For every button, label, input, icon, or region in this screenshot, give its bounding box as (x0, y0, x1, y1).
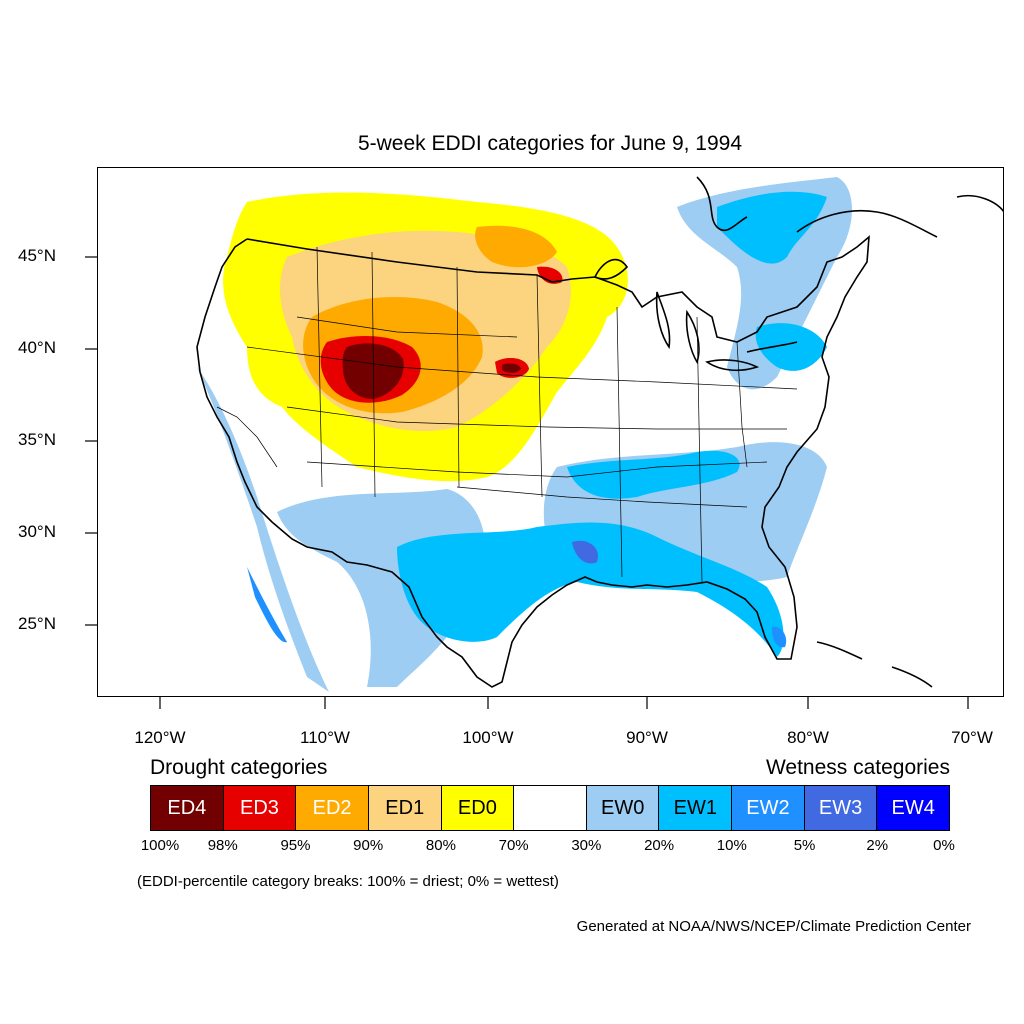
legend-cell-ed3: ED3 (223, 786, 297, 830)
ew0-west-coast (197, 367, 329, 692)
lon-label-100: 100°W (462, 728, 514, 747)
ew2-lower-mississippi (572, 540, 598, 564)
eddi-map (97, 167, 1004, 697)
lon-label-80: 80°W (787, 728, 829, 747)
ew1-new-england (717, 191, 827, 264)
break-label: 95% (280, 837, 311, 854)
lon-label-90: 90°W (626, 728, 668, 747)
great-lakes (593, 258, 798, 372)
caribbean (816, 641, 933, 688)
coastlines (196, 176, 1004, 688)
break-label: 2% (866, 837, 889, 854)
map-title: 5-week EDDI categories for June 9, 1994 (357, 132, 743, 155)
legend-cell-ed0: ED0 (441, 786, 515, 830)
break-label: 70% (498, 837, 529, 854)
legend-bar: ED4 ED3 ED2 ED1 ED0 EW0 EW1 EW2 EW3 EW4 (150, 785, 950, 831)
us-outline (196, 235, 870, 688)
legend-cell-ew3: EW3 (804, 786, 878, 830)
map-border (97, 167, 1004, 697)
legend-cell-ew0: EW0 (586, 786, 660, 830)
lat-label-45: 45°N (18, 246, 56, 265)
ew1-south-central (397, 522, 784, 657)
legend-cell-ed2: ED2 (296, 786, 369, 830)
legend-cell-ew2: EW2 (732, 786, 805, 830)
break-label: 20% (644, 837, 675, 854)
lon-label-110: 110°W (300, 728, 350, 747)
break-label: 100% (140, 837, 180, 854)
legend-cell-neutral (514, 786, 587, 830)
break-label: 30% (571, 837, 602, 854)
legend-cell-ed4: ED4 (151, 786, 224, 830)
category-note: (EDDI-percentile category breaks: 100% =… (137, 873, 559, 890)
break-label: 80% (425, 837, 456, 854)
wetness-heading: Wetness categories (765, 756, 950, 779)
ed3-north (537, 266, 563, 284)
lon-label-70: 70°W (951, 728, 993, 747)
ew2-florida (771, 626, 787, 648)
legend-cell-ew4: EW4 (877, 786, 950, 830)
ew1-ohio-valley (567, 450, 740, 499)
break-label: 10% (716, 837, 747, 854)
break-label: 90% (353, 837, 384, 854)
ew1-east (755, 323, 827, 371)
break-label: 0% (933, 837, 955, 854)
lat-label-40: 40°N (18, 338, 56, 357)
lat-label-25: 25°N (18, 614, 56, 633)
lat-label-30: 30°N (18, 522, 56, 541)
category-field (197, 177, 852, 692)
legend-cell-ed1: ED1 (368, 786, 442, 830)
ed2-north (475, 225, 557, 268)
drought-heading: Drought categories (150, 756, 328, 779)
canada-coast (696, 176, 1004, 238)
legend-cell-ew1: EW1 (659, 786, 733, 830)
credit-line: Generated at NOAA/NWS/NCEP/Climate Predi… (576, 918, 971, 935)
break-label: 5% (793, 837, 816, 854)
state-borders (216, 246, 798, 583)
lat-label-35: 35°N (18, 430, 56, 449)
break-label: 98% (207, 837, 238, 854)
ed4-east (502, 363, 521, 373)
lon-label-120: 120°W (134, 728, 186, 747)
